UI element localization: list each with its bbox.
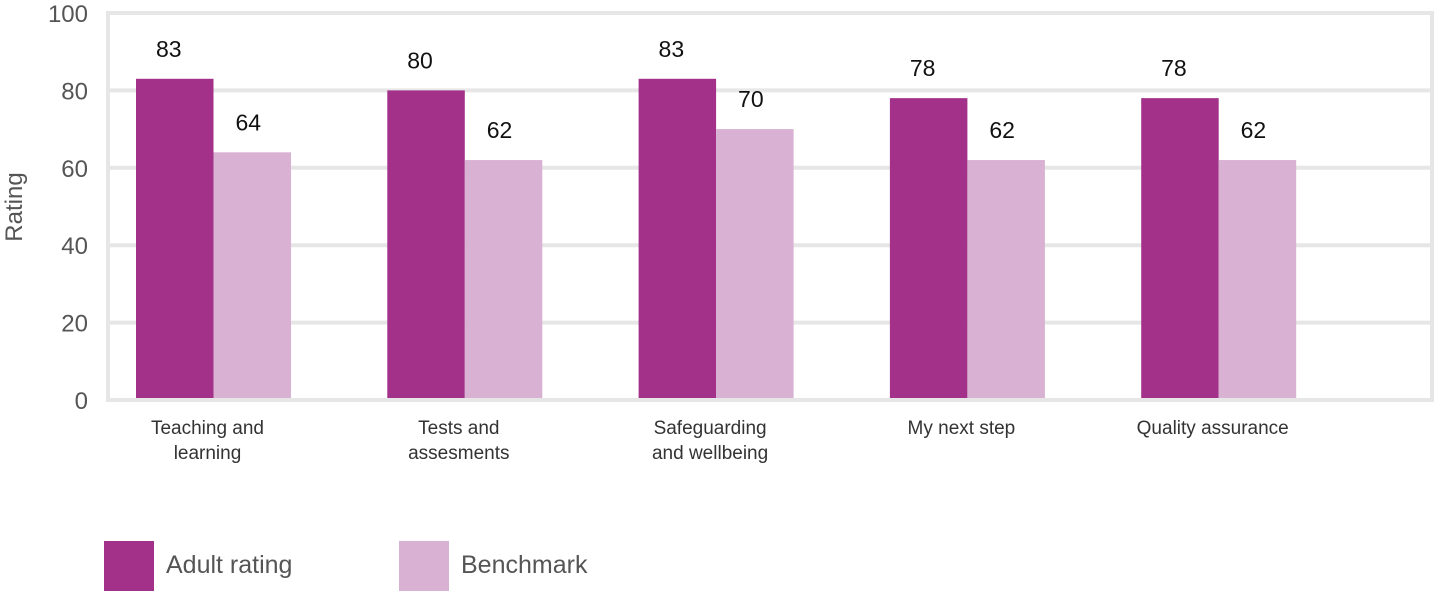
data-label: 83 [156, 36, 182, 62]
x-tick-label: assesments [408, 443, 509, 464]
bar-benchmark [716, 129, 794, 398]
data-label: 64 [235, 109, 261, 135]
bar-benchmark [1218, 160, 1297, 398]
plot-frame [106, 11, 1434, 402]
bar-adult-rating [638, 78, 717, 398]
bar-adult-rating [889, 98, 968, 398]
legend-swatch [399, 541, 449, 591]
data-label: 70 [738, 86, 764, 112]
y-tick-label: 80 [61, 78, 88, 105]
data-label: 80 [407, 47, 433, 73]
x-tick-label: Quality assurance [1137, 418, 1289, 439]
legend-label: Benchmark [461, 551, 588, 579]
bar-adult-rating [136, 78, 214, 398]
x-tick-label: Tests and [418, 418, 499, 439]
data-label: 78 [1161, 55, 1187, 81]
x-tick-label: My next step [908, 418, 1016, 439]
data-label: 83 [659, 36, 685, 62]
bar-benchmark [464, 160, 543, 398]
x-tick-label: Teaching and [151, 418, 264, 439]
y-axis-label: Rating [1, 172, 28, 241]
x-tick-label: Safeguarding [654, 418, 767, 439]
legend-swatch [104, 541, 154, 591]
y-tick-label: 60 [61, 156, 88, 183]
data-label: 62 [487, 117, 513, 143]
y-tick-label: 40 [61, 233, 88, 260]
data-label: 62 [989, 117, 1015, 143]
bar-benchmark [213, 152, 291, 398]
data-label: 62 [1241, 117, 1267, 143]
x-tick-label: and wellbeing [652, 443, 768, 464]
data-label: 78 [910, 55, 936, 81]
x-tick-label: learning [174, 443, 242, 464]
bar-benchmark [967, 160, 1045, 398]
bar-adult-rating [387, 90, 465, 399]
y-tick-label: 20 [61, 311, 88, 338]
bar-adult-rating [1141, 98, 1219, 398]
legend-label: Adult rating [166, 551, 292, 579]
y-tick-label: 0 [75, 388, 88, 415]
y-tick-label: 100 [48, 1, 88, 28]
